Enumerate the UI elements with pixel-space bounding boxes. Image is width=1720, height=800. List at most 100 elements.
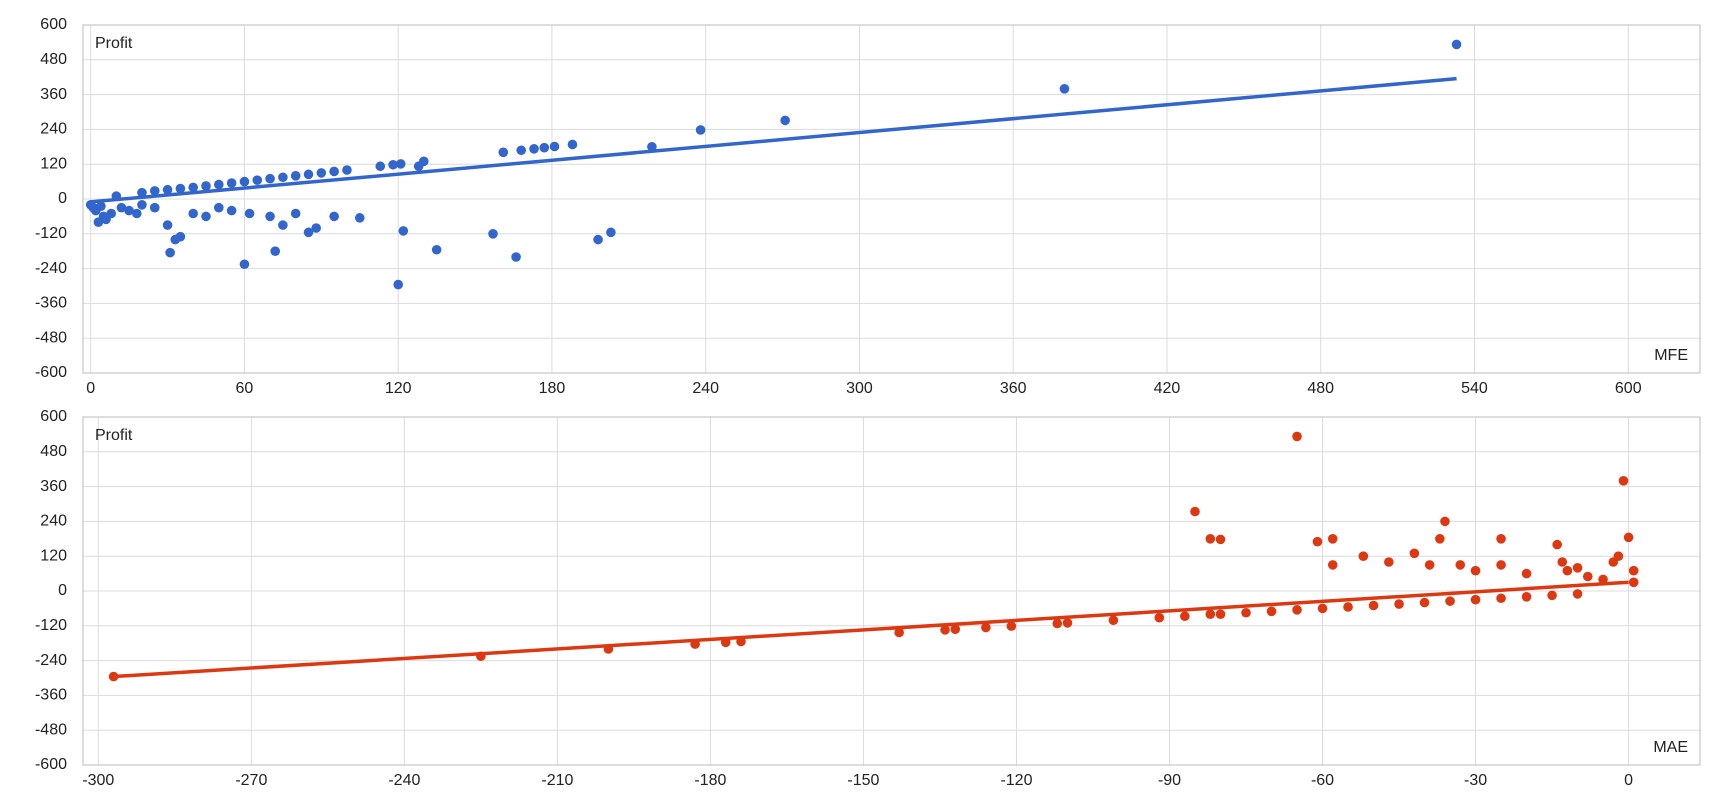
point bbox=[1496, 593, 1506, 604]
point bbox=[214, 202, 224, 213]
point bbox=[511, 252, 521, 262]
point bbox=[1562, 565, 1573, 576]
point bbox=[1419, 597, 1430, 608]
point bbox=[1455, 560, 1466, 570]
y-tick-label: -120 bbox=[35, 225, 67, 242]
point bbox=[1343, 602, 1353, 612]
x-tick-label: -210 bbox=[541, 772, 573, 789]
point bbox=[201, 211, 211, 222]
y-tick-label: -480 bbox=[35, 329, 67, 346]
point bbox=[1384, 557, 1394, 567]
point bbox=[1241, 607, 1251, 618]
point bbox=[1317, 603, 1328, 614]
point bbox=[388, 159, 398, 170]
trendline bbox=[90, 76, 1457, 204]
point bbox=[1327, 534, 1338, 544]
point bbox=[695, 125, 706, 135]
point bbox=[1266, 606, 1277, 617]
y-tick-label: 240 bbox=[40, 513, 67, 530]
point bbox=[96, 201, 106, 212]
point bbox=[395, 159, 406, 169]
point bbox=[201, 181, 211, 191]
point bbox=[1358, 551, 1369, 561]
point bbox=[124, 205, 134, 216]
y-tick-label: 360 bbox=[40, 86, 67, 103]
x-tick-label: -270 bbox=[235, 772, 267, 789]
point bbox=[1496, 534, 1506, 544]
x-tick-label: -180 bbox=[694, 772, 726, 789]
x-tick-label: 600 bbox=[1615, 380, 1642, 397]
point bbox=[354, 213, 365, 223]
y-tick-label: -480 bbox=[35, 721, 67, 738]
point bbox=[1598, 574, 1608, 585]
point bbox=[1557, 557, 1568, 567]
point bbox=[88, 202, 99, 213]
point bbox=[1623, 532, 1634, 543]
y-tick-label: 360 bbox=[40, 478, 67, 495]
point bbox=[265, 173, 275, 184]
point bbox=[329, 211, 339, 222]
point bbox=[488, 229, 498, 239]
x-tick-label: 0 bbox=[1624, 772, 1633, 789]
point bbox=[1190, 506, 1200, 517]
point bbox=[1327, 560, 1338, 570]
point bbox=[303, 169, 314, 180]
point bbox=[239, 259, 250, 270]
y-tick-label: -240 bbox=[35, 260, 67, 277]
point bbox=[1521, 592, 1532, 602]
point bbox=[1582, 571, 1593, 582]
point bbox=[1451, 39, 1462, 50]
point bbox=[431, 244, 442, 255]
point bbox=[567, 139, 578, 150]
point bbox=[393, 279, 403, 290]
point bbox=[175, 231, 186, 242]
point bbox=[1368, 600, 1379, 611]
plot-border bbox=[82, 24, 1701, 374]
point bbox=[894, 627, 904, 638]
point bbox=[950, 624, 961, 635]
point bbox=[1292, 431, 1302, 442]
point bbox=[244, 208, 255, 219]
point bbox=[529, 144, 539, 154]
point bbox=[290, 208, 301, 219]
x-tick-label: 60 bbox=[236, 380, 254, 397]
y-tick-label: -600 bbox=[35, 364, 67, 381]
point bbox=[165, 247, 175, 258]
point bbox=[252, 175, 263, 185]
point bbox=[239, 176, 250, 187]
point bbox=[1180, 611, 1190, 622]
x-tick-label: 420 bbox=[1154, 380, 1181, 397]
x-tick-label: 120 bbox=[385, 380, 412, 397]
y-tick-label: -240 bbox=[35, 652, 67, 669]
point bbox=[175, 183, 186, 194]
y-tick-label: 600 bbox=[40, 408, 67, 425]
point bbox=[101, 214, 111, 225]
point bbox=[1470, 594, 1481, 605]
point bbox=[108, 671, 119, 682]
y-tick-label: 240 bbox=[40, 121, 67, 138]
point bbox=[311, 223, 321, 233]
point bbox=[981, 622, 991, 633]
point bbox=[1052, 618, 1063, 629]
point bbox=[1409, 548, 1420, 559]
point bbox=[1205, 534, 1216, 544]
y-tick-label: 0 bbox=[58, 190, 67, 207]
x-tick-label: 240 bbox=[692, 380, 719, 397]
point bbox=[278, 172, 288, 183]
point bbox=[1006, 621, 1017, 631]
point bbox=[1154, 612, 1165, 623]
point bbox=[1572, 589, 1583, 599]
point bbox=[498, 147, 509, 158]
point bbox=[1394, 599, 1404, 609]
point bbox=[162, 184, 173, 195]
point bbox=[1470, 565, 1481, 576]
point bbox=[375, 161, 386, 172]
y-tick-label: 0 bbox=[58, 582, 67, 599]
y-tick-label: 480 bbox=[40, 443, 67, 460]
point bbox=[149, 186, 160, 196]
point bbox=[1062, 618, 1073, 628]
x-tick-label: -240 bbox=[388, 772, 420, 789]
point bbox=[303, 227, 314, 238]
point bbox=[1205, 609, 1216, 619]
point bbox=[1618, 476, 1629, 486]
